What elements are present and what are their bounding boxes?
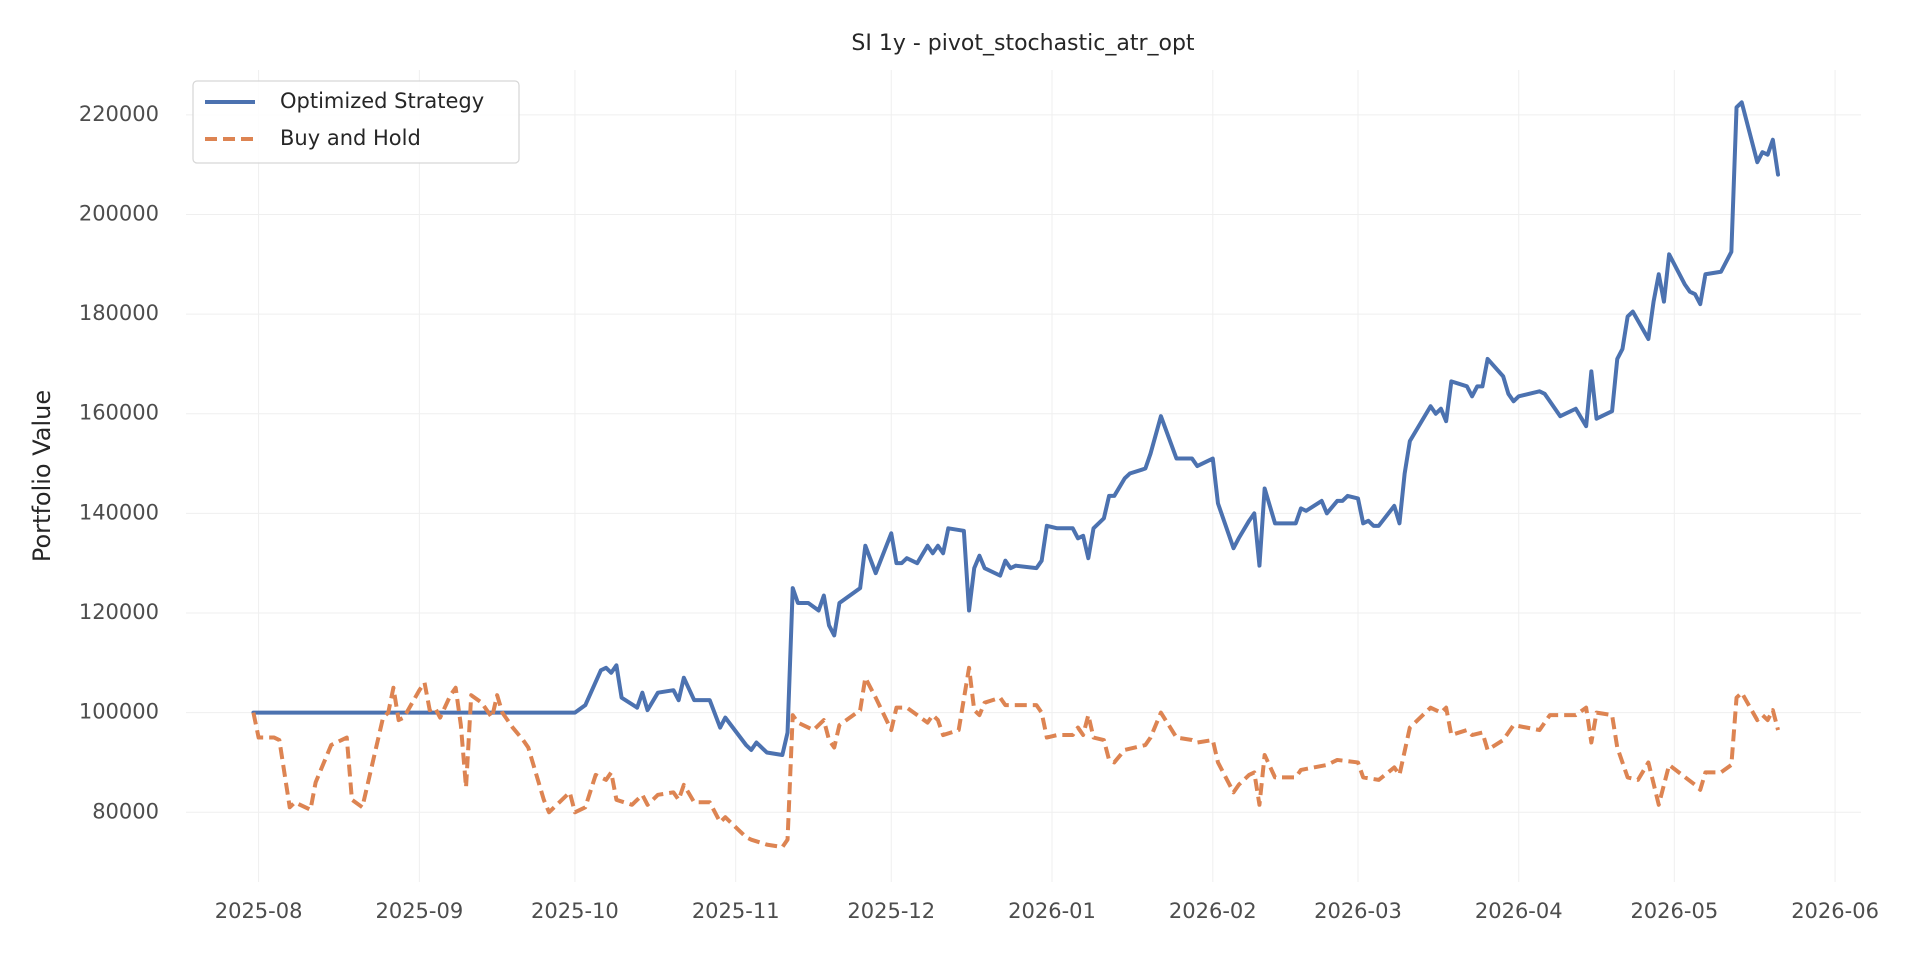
y-axis-title: Portfolio Value	[28, 390, 56, 562]
x-tick-label: 2025-12	[847, 899, 935, 923]
y-tick-label: 200000	[79, 201, 159, 225]
legend-label: Buy and Hold	[280, 126, 421, 150]
series-line	[251, 100, 1781, 757]
y-tick-label: 220000	[79, 102, 159, 126]
x-tick-label: 2026-04	[1475, 899, 1563, 923]
grid	[186, 70, 1861, 882]
series-line	[251, 665, 1780, 850]
y-tick-label: 80000	[92, 799, 159, 823]
x-tick-label: 2025-11	[692, 899, 780, 923]
legend: Optimized Strategy Buy and Hold	[192, 80, 520, 164]
x-tick-label: 2026-06	[1791, 899, 1879, 923]
x-tick-label: 2025-09	[375, 899, 463, 923]
x-tick-label: 2025-08	[215, 899, 303, 923]
x-tick-label: 2026-05	[1630, 899, 1718, 923]
x-tick-label: 2026-01	[1008, 899, 1096, 923]
x-tick-label: 2026-02	[1169, 899, 1257, 923]
legend-box	[192, 80, 520, 164]
legend-label: Optimized Strategy	[280, 89, 484, 113]
chart-title: SI 1y - pivot_stochastic_atr_opt	[851, 31, 1195, 56]
y-tick-label: 160000	[79, 401, 159, 425]
x-tick-label: 2026-03	[1314, 899, 1402, 923]
y-tick-label: 140000	[79, 500, 159, 524]
y-tick-label: 180000	[79, 301, 159, 325]
y-tick-label: 100000	[79, 700, 159, 724]
x-tick-label: 2025-10	[531, 899, 619, 923]
y-tick-label: 120000	[79, 600, 159, 624]
